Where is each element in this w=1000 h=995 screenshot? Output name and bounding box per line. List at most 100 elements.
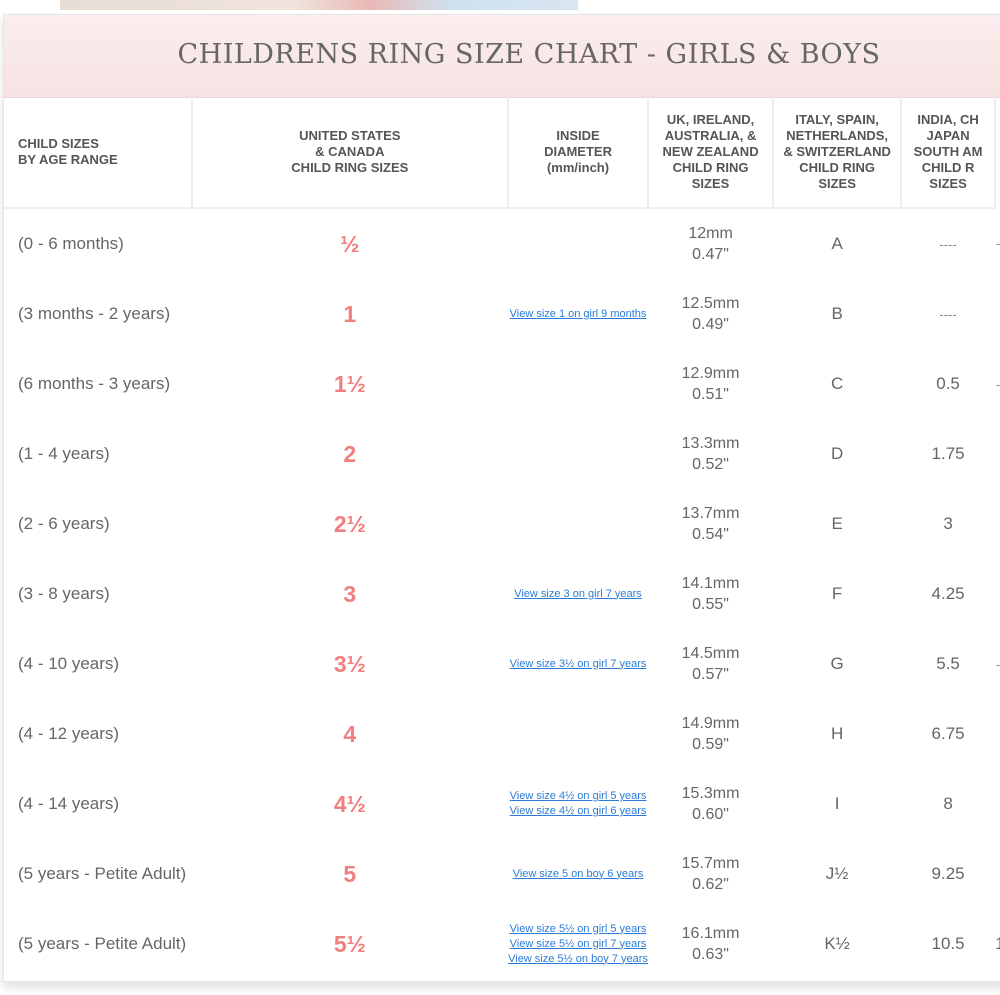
table-row: (4 - 14 years) 4½ View size 4½ on girl 5 y… [4,769,1000,839]
header-line: CHILD RING SIZES [291,160,409,175]
italy-size-cell: 5.5 [936,654,960,673]
view-links-cell: View size 1 on girl 9 months [508,279,648,349]
age-range-cell: (0 - 6 months) [18,234,124,253]
table-header-row: CHILD SIZES BY AGE RANGE UNITED STATES & C… [4,97,1000,209]
india-size-cell: 4 [995,559,1000,629]
us-size-cell: 1½ [333,370,366,397]
diameter-mm: 13.7mm [681,505,740,522]
diameter-cell: 12.9mm 0.51" [648,349,773,419]
view-size-link[interactable]: View size 4½ on girl 6 years [509,805,647,817]
us-size-cell: 4 [343,720,357,747]
view-links-cell [508,699,648,769]
view-size-link[interactable]: View size 3½ on girl 7 years [509,657,647,670]
table-row: (2 - 6 years) 2½ 13.7mm 0.54" E 3 3 [4,489,1000,559]
diameter-mm: 12mm [688,225,733,242]
diameter-mm: 15.3mm [681,785,740,802]
header-line: UNITED STATES [299,128,401,143]
view-size-link[interactable]: View size 1 on girl 9 months [509,307,647,320]
us-size-cell: ½ [340,230,360,257]
italy-size-cell: ---- [939,236,957,252]
italy-size-cell: 1.75 [931,444,965,463]
diameter-inch: 0.63" [692,946,729,963]
uk-size-cell: J½ [825,864,849,883]
header-line: & CANADA [315,144,385,159]
india-size-cell: 9 [995,839,1000,909]
diameter-mm: 14.9mm [681,715,740,732]
view-size-link[interactable]: View size 5 on boy 6 years [512,867,644,880]
diameter-inch: 0.47" [692,246,729,263]
age-range-cell: (4 - 14 years) [18,794,120,813]
header-line: SOUTH AM [913,144,983,159]
header-line: NETHERLANDS, [786,128,889,143]
diameter-inch: 0.51" [692,386,729,403]
italy-size-cell: 6.75 [931,724,965,743]
view-size-link[interactable]: View size 3 on girl 7 years [514,587,642,600]
header-us-canada: UNITED STATES & CANADA CHILD RING SIZES [191,97,510,209]
view-size-link[interactable]: View size 4½ on girl 5 years [509,790,647,802]
title-bar: CHILDRENS RING SIZE CHART - GIRLS & BOYS [4,15,1000,98]
us-size-cell: 2½ [333,510,366,537]
header-line: UK, IRELAND, [666,112,755,127]
italy-size-cell: ---- [939,306,957,322]
age-range-cell: (6 months - 3 years) [18,374,171,393]
diameter-inch: 0.54" [692,526,729,543]
italy-size-cell: 4.25 [931,584,965,603]
diameter-inch: 0.59" [692,736,729,753]
header-line: NEW ZEALAND [662,144,759,159]
diameter-mm: 12.5mm [681,295,740,312]
age-range-cell: (5 years - Petite Adult) [18,934,187,953]
header-line: CHILD RING [799,160,876,175]
india-size-cell: 1 [995,279,1000,349]
header-line: INDIA, CH [917,112,979,127]
age-range-cell: (4 - 10 years) [18,654,120,673]
table-row: (3 months - 2 years) 1 View size 1 on girl… [4,279,1000,349]
age-range-cell: (3 - 8 years) [18,584,110,603]
uk-size-cell: K½ [824,934,850,953]
view-links-cell: View size 4½ on girl 5 years View size 4½… [508,769,648,839]
diameter-cell: 13.7mm 0.54" [648,489,773,559]
diameter-cell: 12.5mm 0.49" [648,279,773,349]
view-links-cell [508,349,648,419]
uk-size-cell: G [830,654,844,673]
uk-size-cell: A [831,234,843,253]
diameter-mm: 14.5mm [681,645,740,662]
view-size-link[interactable]: View size 5½ on boy 7 years [508,952,648,965]
italy-size-cell: 3 [943,514,953,533]
diameter-inch: 0.49" [692,316,729,333]
table-row: (5 years - Petite Adult) 5½ View size 5½ o… [4,909,1000,979]
uk-size-cell: I [834,794,840,813]
india-size-cell: 3 [995,489,1000,559]
table-row: (3 - 8 years) 3 View size 3 on girl 7 year… [4,559,1000,629]
india-size-cell: 10 [995,909,1000,979]
header-line: CHILD SIZES [18,136,99,151]
us-size-cell: 1 [343,300,357,327]
header-line: SIZES [929,176,967,191]
age-range-cell: (4 - 12 years) [18,724,120,743]
header-photo-strip [60,0,578,10]
header-line: ITALY, SPAIN, [795,112,879,127]
india-size-cell: 7 [995,699,1000,769]
diameter-inch: 0.57" [692,666,729,683]
diameter-cell: 14.9mm 0.59" [648,699,773,769]
view-size-link[interactable]: View size 5½ on girl 5 years [509,922,647,935]
us-size-cell: 5½ [333,930,366,957]
header-line: AUSTRALIA, & [664,128,757,143]
header-india: INDIA, CH JAPAN SOUTH AM CHILD R SIZES [901,97,997,209]
diameter-cell: 15.7mm 0.62" [648,839,773,909]
uk-size-cell: C [830,374,844,393]
diameter-cell: 16.1mm 0.63" [648,909,773,979]
diameter-mm: 16.1mm [681,925,740,942]
india-size-cell: ---- [995,236,1000,251]
ring-size-table: CHILD SIZES BY AGE RANGE UNITED STATES & C… [4,97,1000,979]
view-links-cell: View size 5 on boy 6 years [508,839,648,909]
india-size-cell: ---- [995,376,1000,392]
diameter-mm: 13.3mm [681,435,740,452]
age-range-cell: (3 months - 2 years) [18,304,171,323]
view-size-link[interactable]: View size 5½ on girl 7 years [509,937,647,950]
uk-size-cell: E [831,514,843,533]
age-range-cell: (5 years - Petite Adult) [18,864,187,883]
us-size-cell: 2 [343,440,357,467]
diameter-mm: 12.9mm [681,365,740,382]
us-size-cell: 5 [343,860,357,887]
